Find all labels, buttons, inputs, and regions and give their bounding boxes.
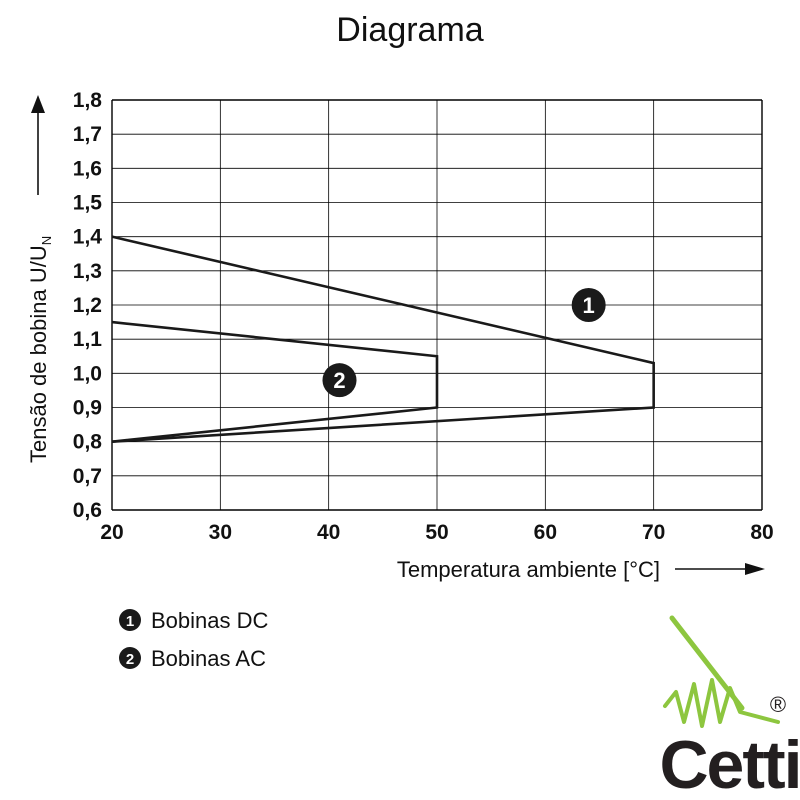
series-marker-1	[571, 288, 606, 322]
x-axis-arrow-head	[745, 563, 765, 575]
y-tick-label: 1,6	[73, 157, 102, 180]
cetti-logo-coil-icon	[663, 615, 780, 728]
cetti-logo: ® Cetti	[659, 615, 800, 800]
registered-mark: ®	[770, 692, 786, 717]
legend-marker-2	[119, 647, 141, 669]
y-tick-label: 0,8	[73, 431, 103, 454]
chart-title: Diagrama	[336, 11, 483, 49]
legend-item-dc: 1 Bobinas DC	[119, 608, 269, 633]
y-tick-label: 1,8	[73, 89, 103, 112]
legend-marker-1-number: 1	[126, 613, 134, 630]
series-lines	[111, 235, 655, 443]
x-tick-label: 50	[425, 521, 448, 544]
legend-marker-1	[119, 609, 141, 631]
y-axis-label-subscript: N	[39, 236, 54, 245]
plot-grid	[111, 99, 763, 511]
y-tick-label: 0,9	[73, 397, 102, 420]
legend: 1 Bobinas DC 2 Bobinas AC	[119, 608, 269, 671]
y-tick-label: 1,1	[73, 328, 103, 351]
series-marker-number-1: 1	[583, 293, 595, 318]
y-tick-labels: 0,6 0,7 0,8 0,9 1,0 1,1 1,2 1,3 1,4 1,5 1,6 1,7 1,8	[73, 89, 103, 522]
y-tick-label: 1,0	[73, 362, 102, 385]
y-tick-label: 0,6	[73, 499, 102, 522]
y-tick-label: 1,4	[73, 226, 103, 249]
y-tick-label: 0,7	[73, 465, 102, 488]
x-tick-label: 30	[209, 521, 232, 544]
series-marker-2	[322, 363, 357, 398]
y-tick-label: 1,7	[73, 123, 102, 146]
x-tick-label: 60	[534, 521, 557, 544]
y-axis-label: Tensão de bobina U/UN	[26, 236, 54, 463]
x-tick-label: 80	[750, 521, 773, 544]
y-tick-label: 1,2	[73, 294, 102, 317]
legend-item-ac: 2 Bobinas AC	[119, 646, 266, 671]
legend-label-dc: Bobinas DC	[151, 608, 269, 633]
legend-label-ac: Bobinas AC	[151, 646, 266, 671]
x-tick-label: 20	[100, 521, 123, 544]
y-axis-label-group: Tensão de bobina U/UN	[26, 95, 54, 463]
x-tick-label: 70	[642, 521, 665, 544]
series-line-2	[111, 320, 439, 443]
y-axis-arrow-head	[31, 95, 45, 113]
y-axis-label-main: Tensão de bobina U/U	[26, 245, 51, 463]
series-markers: 12	[322, 288, 606, 398]
legend-marker-2-number: 2	[126, 651, 134, 668]
x-tick-label: 40	[317, 521, 340, 544]
x-tick-labels: 20 30 40 50 60 70 80	[100, 521, 773, 544]
x-axis-label: Temperatura ambiente [°C]	[397, 557, 660, 582]
series-marker-number-2: 2	[333, 368, 345, 393]
x-axis-label-group: Temperatura ambiente [°C]	[397, 557, 765, 582]
cetti-logo-text: Cetti	[659, 727, 800, 800]
series-line-1	[111, 235, 655, 443]
y-tick-label: 1,5	[73, 192, 103, 215]
y-tick-label: 1,3	[73, 260, 102, 283]
